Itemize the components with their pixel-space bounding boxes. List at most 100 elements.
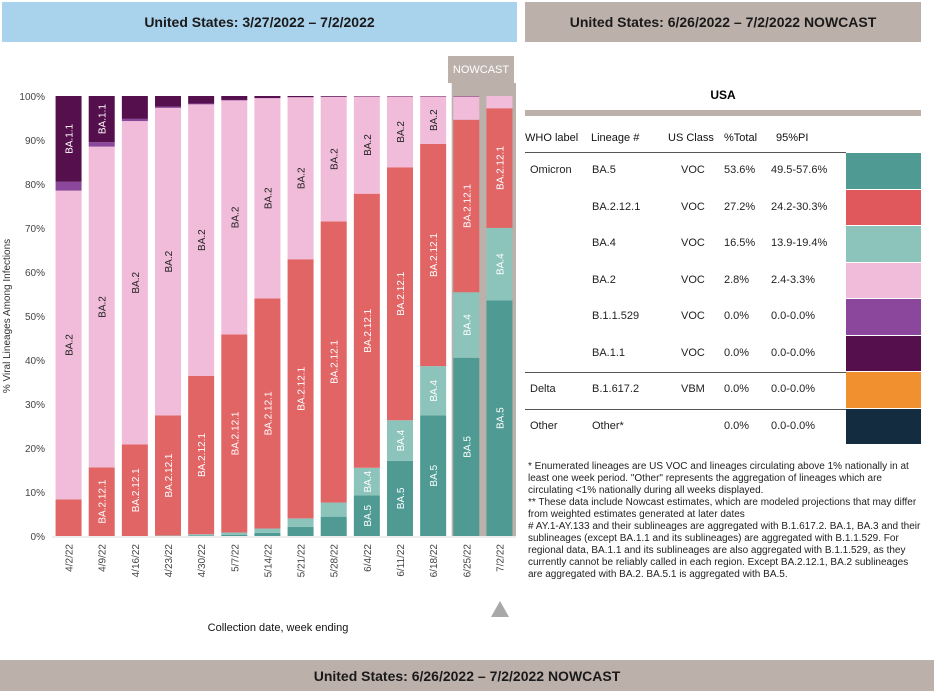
lineage-color-swatch xyxy=(846,408,921,444)
us-class-cell: VOC xyxy=(681,200,705,213)
bar-segment xyxy=(387,167,413,421)
bar-segment xyxy=(88,467,115,536)
y-tick-label: 40% xyxy=(25,356,45,367)
who-label-header: WHO label xyxy=(525,132,579,144)
bar-segment xyxy=(254,532,281,536)
x-tick-label: 5/14/22 xyxy=(263,544,274,578)
bar-segment-label: BA.2 xyxy=(131,272,142,294)
bar-segment xyxy=(55,96,82,182)
y-tick-label: 70% xyxy=(25,224,45,235)
bar-segment xyxy=(320,516,347,536)
bar-segment xyxy=(486,96,513,109)
bar-segment-label: BA.2.12.1 xyxy=(164,453,175,497)
bar-segment xyxy=(353,495,380,536)
bar-segment xyxy=(221,534,248,536)
pi-cell: 13.9-19.4% xyxy=(771,237,828,249)
bar-segment-label: BA.1.1 xyxy=(65,123,76,153)
bar-segment-label: BA.2 xyxy=(263,187,274,209)
bar-segment xyxy=(287,518,314,527)
bar-segment xyxy=(188,375,215,535)
bar-segment-label: BA.2.12.1 xyxy=(297,366,308,410)
us-class-header: US Class xyxy=(668,132,714,144)
total-cell: 27.2% xyxy=(724,200,756,213)
bar-segment xyxy=(88,146,115,468)
x-tick-label: 4/2/22 xyxy=(65,544,76,572)
bar-segment-label: BA.2.12.1 xyxy=(131,468,142,512)
x-tick-label: 4/16/22 xyxy=(131,544,142,578)
bar-segment xyxy=(121,444,148,536)
bar-segment xyxy=(420,96,447,144)
y-tick-label: 20% xyxy=(25,444,45,455)
x-tick-label: 6/11/22 xyxy=(396,544,407,577)
bar-segment xyxy=(254,96,281,98)
y-tick-label: 80% xyxy=(25,180,45,191)
bar-segment xyxy=(121,96,148,119)
bar-segment-label: BA.4 xyxy=(495,253,506,275)
pi-cell: 0.0-0.0% xyxy=(771,346,816,359)
bar-segment xyxy=(287,97,314,260)
bar-segment-label: BA.4 xyxy=(429,380,440,402)
bar-segment-label: BA.2.12.1 xyxy=(330,340,341,384)
lineage-cell: BA.2.12.1 xyxy=(592,200,641,213)
lineage-color-swatch xyxy=(846,372,921,408)
x-tick-label: 5/28/22 xyxy=(330,544,341,578)
bar-segment xyxy=(387,460,413,536)
bar-segment-label: BA.5 xyxy=(495,407,506,429)
bar-segment xyxy=(188,103,215,105)
total-cell: 0.0% xyxy=(724,419,750,432)
bar-segment-label: BA.2.12.1 xyxy=(396,271,407,315)
footnote-3: # AY.1-AY.133 and their sublineages are … xyxy=(528,521,921,580)
bar-segment xyxy=(353,467,380,496)
bar-segment-label: BA.5 xyxy=(429,464,440,486)
lineage-color-swatch xyxy=(846,226,921,262)
x-tick-label: 7/2/22 xyxy=(495,544,506,572)
us-class-cell: VOC xyxy=(681,346,705,359)
x-tick-label: 5/21/22 xyxy=(297,544,308,578)
who-label-cell: Omicron xyxy=(530,164,572,176)
footnotes: * Enumerated lineages are US VOC and lin… xyxy=(528,461,922,581)
total-header: %Total xyxy=(724,132,758,144)
nowcast-header: United States: 6/26/2022 – 7/2/2022 NOWC… xyxy=(525,2,921,42)
x-tick-label: 6/4/22 xyxy=(363,544,374,572)
y-tick-label: 100% xyxy=(19,92,45,103)
bar-segment xyxy=(155,106,181,108)
bar-segment xyxy=(320,96,347,97)
us-class-cell: VOC xyxy=(681,164,705,176)
chart-header: United States: 3/27/2022 – 7/2/2022 xyxy=(2,2,517,42)
pi-cell: 2.4-3.3% xyxy=(771,273,816,286)
pi-cell: 49.5-57.6% xyxy=(771,164,828,176)
bar-segment-label: BA.2 xyxy=(363,134,374,156)
bar-segment xyxy=(486,227,513,301)
bar-segment-label: BA.2 xyxy=(65,334,76,356)
bar-segment-label: BA.4 xyxy=(363,470,374,492)
x-tick-label: 4/23/22 xyxy=(164,544,175,578)
bar-segment xyxy=(121,121,148,445)
lineage-color-swatch xyxy=(846,335,921,371)
bar-segment-label: BA.5 xyxy=(396,487,407,509)
total-cell: 53.6% xyxy=(724,164,756,176)
bar-segment-label: BA.5 xyxy=(462,436,473,458)
bar-segment xyxy=(453,96,480,120)
bar-segment-label: BA.2 xyxy=(297,167,308,189)
x-tick-label: 4/30/22 xyxy=(197,544,208,578)
bar-segment-label: BA.2.12.1 xyxy=(429,233,440,277)
bar-segment xyxy=(188,96,215,104)
bar-segment-label: BA.2.12.1 xyxy=(462,184,473,228)
bar-segment-label: BA.4 xyxy=(396,429,407,451)
who-label-cell: Delta xyxy=(530,383,556,395)
footnote-1: * Enumerated lineages are US VOC and lin… xyxy=(528,461,909,496)
pi-cell: 24.2-30.3% xyxy=(771,200,828,213)
bar-segment xyxy=(155,107,181,416)
bar-segment-label: BA.2.12.1 xyxy=(363,308,374,352)
bar-segment-label: BA.2 xyxy=(230,206,241,228)
bar-segment xyxy=(353,96,380,194)
x-tick-label: 4/9/22 xyxy=(98,544,109,572)
bar-segment xyxy=(155,96,181,107)
bar-segment xyxy=(254,298,281,529)
lineage-color-swatch xyxy=(846,262,921,298)
bar-segment-label: BA.2.12.1 xyxy=(263,391,274,435)
stacked-bar-chart: % Viral Lineages Among Infections 0% 10% 20… xyxy=(2,83,516,578)
lineage-cell: BA.4 xyxy=(592,237,616,249)
x-axis-label: Collection date, week ending xyxy=(207,622,349,634)
bar-segment xyxy=(420,366,447,416)
